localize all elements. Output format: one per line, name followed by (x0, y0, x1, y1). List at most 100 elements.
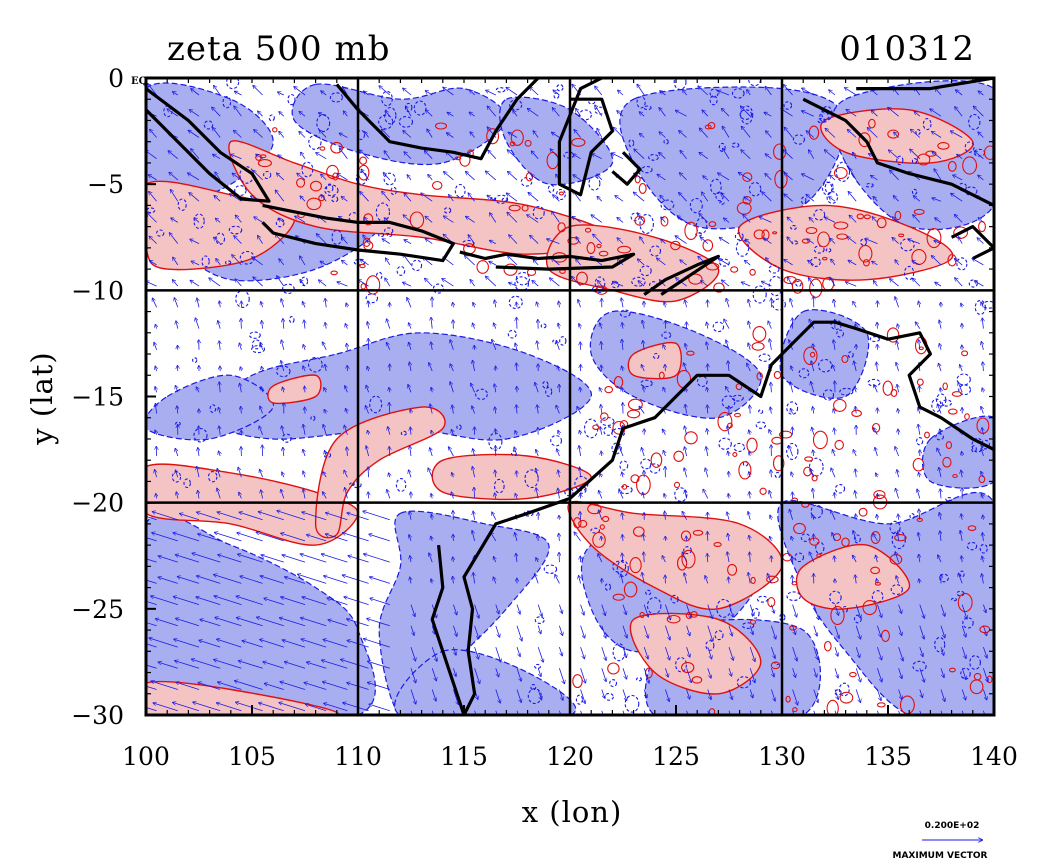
neg-contour-a59 (915, 129, 921, 136)
wind-vector-244 (236, 215, 242, 223)
pos-contour-b124 (811, 474, 818, 482)
pos-contour-b86 (639, 611, 645, 618)
pos-contour-b60 (833, 398, 847, 412)
wind-vector-103 (640, 134, 645, 138)
wind-vector-85 (254, 130, 263, 138)
wind-vector-203 (214, 196, 221, 202)
pos-contour-a96 (503, 263, 518, 276)
pos-contour-a70 (576, 271, 588, 286)
y-tick-label-m5: −5 (87, 170, 124, 199)
wind-vector-299 (547, 239, 560, 244)
wind-vector-462 (622, 323, 623, 329)
wind-vector-300 (576, 237, 581, 244)
wind-vector-218 (528, 193, 539, 202)
neg-contour-b57 (721, 395, 736, 409)
wind-vector-374 (442, 279, 454, 287)
neg-contour-a3 (813, 245, 825, 254)
pos-contour-b5 (964, 413, 970, 420)
wind-vector-317 (934, 241, 942, 244)
neg-contour-a75 (964, 141, 975, 153)
pos-contour-b92 (942, 456, 952, 468)
wind-vector-352 (831, 259, 836, 266)
neg-contour-a97 (156, 229, 165, 237)
wind-vector-133 (425, 151, 433, 159)
wind-vector-311 (807, 239, 815, 244)
wind-vector-284 (234, 236, 242, 244)
wind-vector-486 (281, 340, 285, 350)
wind-vector-356 (912, 261, 920, 266)
neg-contour-b9 (969, 655, 981, 670)
wind-vector-227 (721, 193, 730, 202)
wind-vector-401 (174, 298, 179, 308)
neg-contour-a94 (719, 201, 725, 205)
wind-vector-293 (426, 239, 433, 244)
wind-vector-564 (240, 384, 242, 393)
neg-contour-b0 (612, 560, 627, 573)
neg-contour-b5 (758, 409, 764, 414)
wind-vector-304 (661, 239, 666, 244)
wind-vector-75 (888, 108, 899, 117)
wind-vector-393 (846, 282, 857, 287)
pos-contour-b28 (686, 350, 695, 356)
neg-contour-a2 (739, 109, 753, 120)
x-tick-label-100: 100 (122, 742, 170, 771)
neg-contour-a42 (324, 184, 339, 197)
wind-vector-16 (486, 90, 496, 96)
wind-vector-292 (404, 240, 412, 244)
wind-vector-578 (535, 383, 539, 393)
wind-vector-560 (155, 387, 157, 393)
wind-vector-569 (345, 386, 348, 393)
wind-vector-570 (366, 386, 368, 393)
wind-vector-266 (699, 214, 709, 223)
wind-vector-593 (855, 387, 857, 393)
wind-vector-252 (403, 215, 412, 223)
wind-vector-51 (385, 111, 391, 117)
wind-vector-138 (532, 151, 539, 159)
neg-contour-b30 (962, 617, 974, 629)
wind-vector-9 (343, 87, 348, 96)
pos-contour-a31 (868, 118, 876, 129)
pos-contour-b19 (629, 557, 642, 574)
wind-vector-420 (578, 300, 581, 308)
wind-vector-392 (830, 278, 836, 287)
wind-vector-541 (601, 366, 602, 372)
neg-contour-c5 (395, 478, 407, 492)
wind-vector-232 (829, 197, 836, 202)
pos-contour-b16 (951, 391, 963, 397)
wind-vector-62 (617, 111, 624, 117)
wind-vector-219 (553, 195, 560, 202)
wind-vector-151 (809, 150, 815, 159)
wind-vector-224 (660, 196, 666, 202)
wind-vector-512 (833, 340, 835, 350)
wind-vector-49 (344, 111, 348, 117)
wind-vector-306 (701, 237, 709, 244)
neg-contour-a32 (710, 178, 722, 195)
wind-vector-405 (261, 302, 263, 308)
negative-region-2 (499, 96, 614, 186)
pos-contour-b97 (621, 484, 628, 490)
wind-vector-46 (279, 112, 285, 117)
wind-vector-563 (219, 382, 220, 393)
wind-vector-109 (766, 131, 772, 138)
pos-contour-a72 (983, 145, 994, 160)
wind-vector-176 (486, 171, 497, 181)
wind-vector-3 (214, 86, 221, 96)
neg-contour-b15 (980, 439, 991, 450)
wind-vector-427 (726, 299, 730, 308)
neg-contour-b64 (590, 527, 601, 534)
wind-vector-141 (592, 154, 602, 160)
wind-vector-69 (764, 113, 772, 117)
wind-vector-354 (872, 261, 878, 266)
wind-vector-274 (872, 217, 878, 223)
wind-vector-102 (614, 128, 624, 138)
wind-vector-387 (722, 280, 730, 287)
wind-vector-568 (324, 388, 326, 393)
wind-vector-487 (303, 345, 305, 350)
pos-contour-b108 (766, 575, 779, 584)
wind-vector-94 (447, 133, 454, 138)
wind-vector-379 (550, 278, 560, 287)
neg-contour-b62 (718, 437, 732, 450)
neg-contour-a123 (454, 183, 466, 198)
wind-vector-497 (515, 343, 517, 350)
wind-vector-189 (765, 174, 772, 181)
